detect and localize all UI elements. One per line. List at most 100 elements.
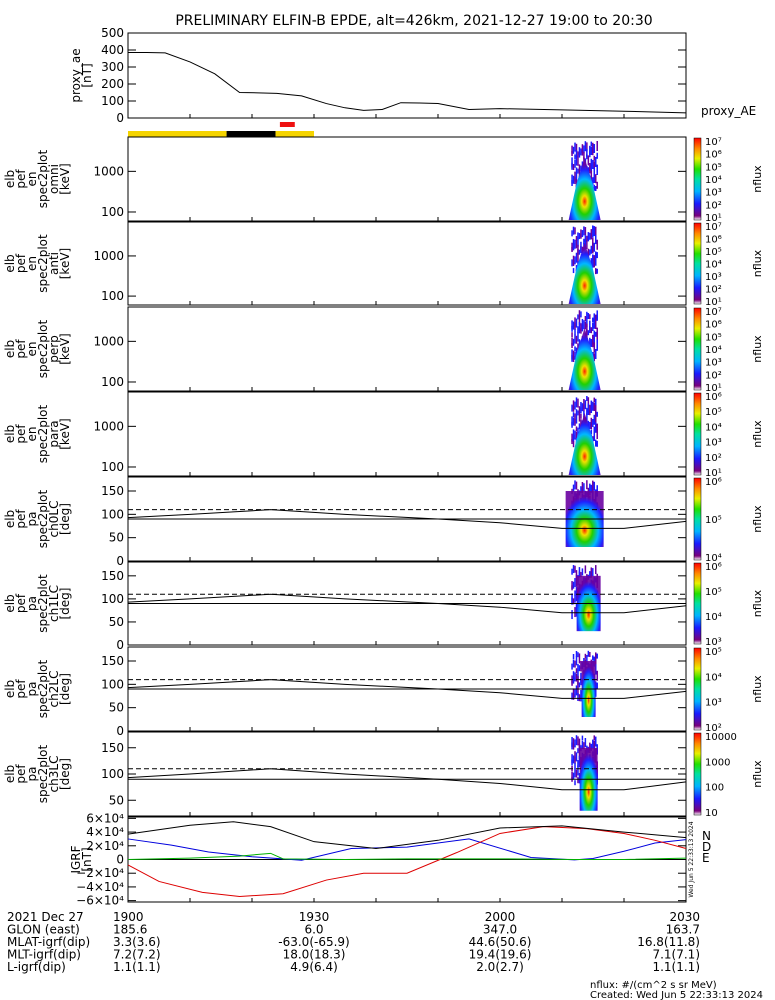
spectrogram-noise-9-0 (584, 321, 587, 330)
y-axis-label-line: pef (14, 679, 28, 699)
spectrogram-noise-3-2 (575, 397, 578, 408)
panel-ch0: 050100150elbpefpaspec2plotch0LC[deg]10⁴1… (3, 476, 764, 568)
y-tick-label: 150 (101, 569, 124, 583)
spectrogram-noise-13-1 (590, 743, 593, 751)
spectrogram-noise-7-1 (581, 568, 584, 576)
colorbar: 10³ 10⁴ 10⁵ 10⁶ nflux (693, 562, 764, 648)
spectrogram-noise-5-6 (578, 738, 581, 749)
spectrogram-noise-2-3 (574, 413, 576, 424)
spectrogram-noise-3-2 (575, 347, 578, 358)
colorbar-tick-label: 10⁴ (705, 612, 722, 623)
spectrogram-noise-8-2 (583, 320, 585, 330)
spectrogram-noise-5-0 (578, 315, 581, 326)
orbit-cell: 16.8(11.8) (637, 935, 700, 949)
spectrogram-noise-0-5 (571, 157, 573, 168)
spectrogram-noise-0-4 (571, 416, 573, 426)
y-tick-label: −2×10⁴ (76, 866, 124, 880)
y-tick-label: −6×10⁴ (76, 894, 124, 908)
orbit-row-label: 2021 Dec 27 (7, 910, 84, 924)
spectrogram-noise-16-4 (594, 681, 597, 689)
spectrogram-core-en-anti (568, 242, 601, 304)
spectrogram-noise-8-1 (583, 145, 585, 154)
spectrogram-noise-12-2 (589, 571, 591, 579)
colorbar-tick-label: 10⁶ (705, 150, 722, 161)
spectrogram-noise-4-0 (577, 253, 579, 263)
spectrogram-noise-1-1 (572, 338, 575, 346)
spectrogram-noise-14-4 (592, 225, 594, 231)
spectrogram-noise-15-2 (593, 318, 596, 329)
y-axis-label-line: elb (3, 510, 17, 528)
spectrogram-noise-2-1 (574, 594, 576, 603)
panels-group: 0100200300400500proxy_ae[nT]proxy_AE1001… (3, 26, 764, 908)
y-axis-label-line: [nT] (80, 847, 94, 871)
spectrogram-noise-3-4 (575, 651, 578, 657)
y-axis-label-line: elb (3, 765, 17, 783)
spectrogram-noise-7-5 (581, 735, 584, 741)
y-axis-label-line: en (25, 427, 39, 442)
spectrogram-noise-4-2 (577, 652, 579, 658)
y-tick-label: 100 (101, 677, 124, 691)
spectrogram-noise-14-4 (592, 317, 594, 323)
spectrogram-noise-0-3 (571, 337, 573, 346)
spectrogram-noise-1-1 (572, 772, 575, 780)
spectrogram-noise-4-0 (577, 156, 579, 166)
y-axis-label-line: spec2plot (36, 489, 50, 548)
spectrogram-noise-16-5 (594, 664, 597, 673)
spectrogram-noise-6-5 (580, 241, 582, 252)
y-axis-label-line: spec2plot (36, 149, 50, 208)
spectrogram-noise-7-4 (581, 319, 584, 329)
spectrogram-noise-17-0 (596, 333, 598, 343)
panel-frame (127, 391, 687, 477)
spectrogram-noise-12-5 (589, 320, 591, 331)
spectrogram-noise-0-5 (571, 737, 573, 747)
spectrogram-noise-9-1 (584, 400, 587, 410)
igrf-legend-N: N (702, 829, 711, 843)
spectrogram-noise-9-1 (584, 738, 587, 747)
orbit-cell: 163.7 (666, 923, 700, 937)
spectrogram-noise-4-4 (577, 326, 579, 334)
spectrogram-noise-13-5 (590, 141, 593, 147)
spectrogram-ch2 (571, 650, 598, 717)
spectrogram-noise-6-3 (580, 419, 582, 428)
y-axis-label-line: pef (14, 764, 28, 784)
spectrogram-noise-16-4 (594, 439, 597, 447)
spectrogram-noise-11-0 (587, 155, 590, 166)
y-axis-label-line: ch3LC (47, 756, 61, 793)
spectrogram-noise-3-1 (575, 172, 578, 182)
spectrogram-noise-12-0 (589, 314, 591, 320)
spectrogram-noise-2-0 (574, 227, 576, 235)
spectrogram-noise-8-5 (583, 410, 585, 417)
spectrogram-noise-2-3 (574, 607, 576, 618)
spectrogram-noise-3-4 (575, 265, 578, 272)
spectrogram-noise-3-1 (575, 607, 578, 617)
spectrogram-noise-13-2 (590, 147, 593, 155)
spectrogram-noise-12-2 (589, 232, 591, 240)
spectrogram-noise-14-3 (592, 142, 594, 153)
spectrogram-noise-5-2 (578, 233, 581, 240)
spectrogram-noise-14-6 (592, 237, 594, 245)
y-tick-label: 100 (101, 460, 124, 474)
spectrogram-noise-17-0 (596, 670, 598, 681)
proxy-ae-line (128, 52, 687, 114)
y-axis-label-line: spec2plot (36, 574, 50, 633)
y-axis-label-line: pef (14, 509, 28, 529)
spectrogram-noise-6-2 (580, 148, 582, 156)
igrf-legend-D: D (702, 840, 711, 854)
y-axis-label-line: perp (47, 335, 61, 363)
spectrogram-noise-9-3 (584, 653, 587, 659)
spectrogram-noise-1-3 (572, 738, 575, 748)
spectrogram-noise-4-1 (577, 427, 579, 438)
spectrogram-noise-6-3 (580, 323, 582, 332)
spectrogram-noise-15-4 (593, 184, 596, 191)
spectrogram-noise-17-2 (596, 152, 598, 159)
spectrogram-core-en-para (568, 413, 601, 475)
spectrogram-noise-4-4 (577, 760, 579, 767)
spectrogram-noise-17-0 (596, 429, 598, 439)
spectrogram-noise-8-0 (583, 742, 585, 750)
spectrogram-noise-11-5 (587, 403, 590, 413)
colorbar-tick-label: 10⁶ (705, 392, 722, 403)
spectrogram-noise-13-2 (590, 339, 593, 347)
colorbar-tick-label: 10000 (705, 732, 737, 743)
